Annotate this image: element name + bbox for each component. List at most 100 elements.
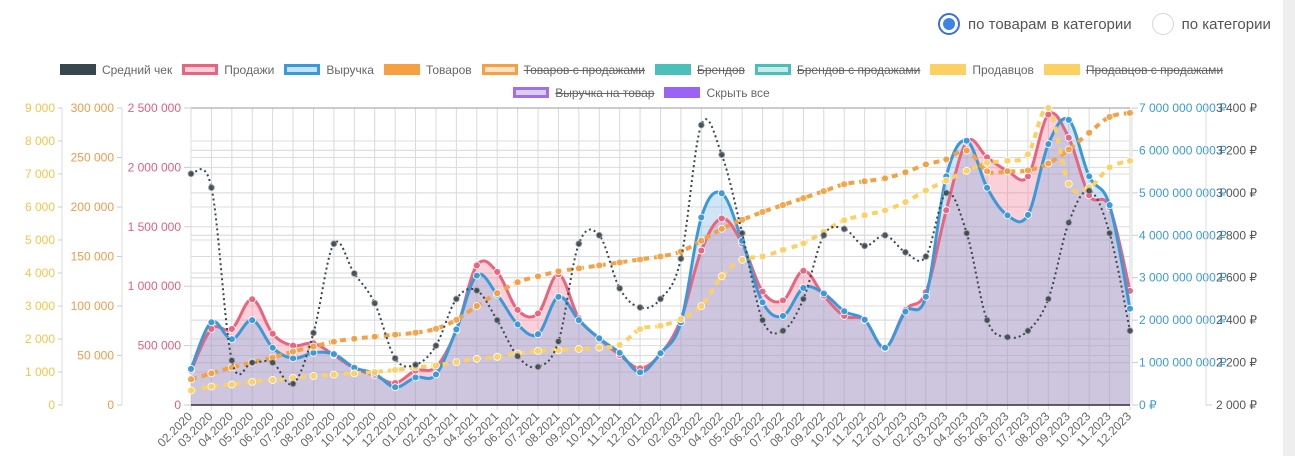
data-point-products xyxy=(1085,128,1094,137)
data-point-sellers xyxy=(227,380,236,389)
legend-item-r1-1[interactable]: Продажи xyxy=(182,63,274,77)
data-point-products xyxy=(391,330,400,339)
data-point-revenue xyxy=(717,189,726,198)
data-point-revenue xyxy=(962,136,971,145)
data-point-products xyxy=(717,224,726,233)
legend-label: Товаров xyxy=(425,62,472,77)
data-point-sellers xyxy=(187,386,195,395)
data-point-products xyxy=(574,264,583,273)
data-point-revenue xyxy=(554,292,563,301)
data-point-avgcheck xyxy=(208,184,215,191)
data-point-revenue xyxy=(656,349,665,358)
axis-tick-label-avgcheck: 2 000 ₽ xyxy=(1216,398,1257,412)
data-point-avgcheck xyxy=(534,363,542,371)
data-point-sellers xyxy=(881,206,889,215)
legend-swatch-icon xyxy=(664,87,701,98)
axis-tick-label-sales: 1 500 000 xyxy=(128,220,182,234)
legend-swatch-icon xyxy=(930,64,967,75)
legend-row: Выручка на товар Скрыть все xyxy=(0,83,1283,102)
data-point-avgcheck xyxy=(902,248,909,256)
data-point-avgcheck xyxy=(330,240,338,248)
data-point-products xyxy=(819,187,828,196)
data-point-products xyxy=(289,347,297,356)
legend-item-r2-1[interactable]: Скрыть все xyxy=(664,86,770,100)
legend-item-r1-4[interactable]: Товаров с продажами xyxy=(481,62,645,77)
axis-tick-label-sales: 1 000 000 xyxy=(128,279,182,293)
radio-by-category[interactable]: по категории xyxy=(1151,13,1271,35)
data-point-avgcheck xyxy=(718,151,726,159)
data-point-revenue xyxy=(472,271,481,280)
data-point-avgcheck xyxy=(391,354,399,362)
radio-by-products-in-category[interactable]: по товарам в категории xyxy=(938,13,1132,35)
data-point-products xyxy=(1024,166,1032,175)
data-point-sellers xyxy=(432,361,440,370)
axis-tick-label-revenue: 7 000 000 000 ₽ xyxy=(1139,101,1227,115)
legend-item-r1-0[interactable]: Средний чек xyxy=(59,63,172,77)
data-point-avgcheck xyxy=(697,121,705,129)
data-point-revenue xyxy=(758,298,767,307)
data-point-sellers xyxy=(452,358,461,367)
data-point-sales xyxy=(799,266,808,275)
data-point-revenue xyxy=(636,368,644,377)
data-point-avgcheck xyxy=(1065,219,1073,226)
data-point-avgcheck xyxy=(371,299,379,307)
data-point-sellers xyxy=(574,344,583,353)
data-point-avgcheck xyxy=(595,231,603,239)
legend-item-r1-2[interactable]: Выручка xyxy=(284,63,374,77)
data-point-sales xyxy=(942,206,951,215)
data-point-products xyxy=(615,258,624,267)
data-point-revenue xyxy=(840,307,849,316)
legend-item-r1-5[interactable]: Брендов xyxy=(654,63,745,77)
data-point-revenue xyxy=(595,334,604,343)
data-point-avgcheck xyxy=(840,225,848,233)
data-point-sales xyxy=(697,246,706,255)
legend-item-r1-8[interactable]: Продавцов с продажами xyxy=(1043,63,1223,77)
data-point-revenue xyxy=(1105,201,1114,210)
axis-tick-label-revenue: 4 000 000 000 ₽ xyxy=(1139,228,1227,242)
data-point-sellers xyxy=(840,216,849,225)
data-point-products xyxy=(1003,167,1012,176)
legend-swatch-icon xyxy=(1043,64,1080,75)
data-point-products xyxy=(1126,109,1134,117)
data-point-sellers xyxy=(534,346,542,355)
data-point-products xyxy=(738,215,747,224)
axis-tick-label-products: 50 000 xyxy=(77,349,114,363)
data-point-sales xyxy=(268,329,277,338)
legend-label: Товаров с продажами xyxy=(523,62,645,77)
data-point-avgcheck xyxy=(922,253,930,260)
axis-tick-label-sellers: 0 xyxy=(48,398,55,412)
data-point-products xyxy=(207,369,216,378)
legend-item-r2-0[interactable]: Выручка на товар xyxy=(513,86,654,100)
data-point-avgcheck xyxy=(1126,327,1134,335)
legend-swatch-icon xyxy=(182,64,219,75)
data-point-revenue xyxy=(881,343,889,352)
axis-tick-label-sellers: 4 000 xyxy=(25,266,55,280)
legend-item-r1-7[interactable]: Продавцов xyxy=(930,63,1034,77)
data-point-products xyxy=(1044,159,1053,168)
legend-item-r1-3[interactable]: Товаров xyxy=(383,62,472,77)
radio-checked-icon xyxy=(938,13,960,35)
axis-tick-label-sellers: 6 000 xyxy=(25,200,55,214)
data-point-revenue xyxy=(1003,211,1012,220)
legend-swatch-icon xyxy=(481,64,518,75)
data-point-avgcheck xyxy=(677,255,685,263)
data-point-avgcheck xyxy=(861,242,869,250)
legend-label: Выручка xyxy=(326,62,374,77)
data-point-avgcheck xyxy=(963,229,971,237)
data-point-products xyxy=(329,337,338,346)
data-point-revenue xyxy=(574,316,583,325)
data-point-sales xyxy=(534,309,542,318)
data-point-sales xyxy=(493,268,502,276)
data-point-avgcheck xyxy=(1044,295,1052,303)
data-point-revenue xyxy=(901,307,910,316)
axis-tick-label-avgcheck: 2 200 ₽ xyxy=(1216,356,1257,370)
legend-label: Продажи xyxy=(224,62,275,77)
axis-tick-label-sellers: 2 000 xyxy=(25,332,55,346)
data-point-sellers xyxy=(493,352,502,361)
legend-item-r1-6[interactable]: Брендов с продажами xyxy=(754,63,920,77)
legend-swatch-icon xyxy=(654,64,691,75)
data-point-products xyxy=(779,201,787,209)
axis-tick-label-sellers: 1 000 xyxy=(25,365,55,379)
data-point-products xyxy=(1064,145,1073,154)
data-point-revenue xyxy=(207,318,216,327)
